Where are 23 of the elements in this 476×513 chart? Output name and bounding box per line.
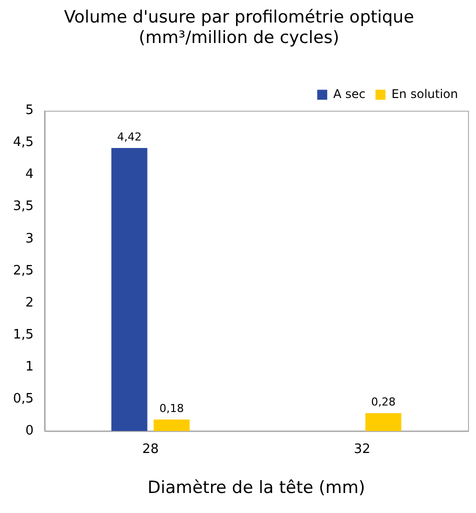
x-axis-title: Diamètre de la tête (mm) [148,478,366,498]
y-tick-label: 5 [25,103,34,118]
y-tick-label: 0,5 [12,391,34,406]
legend-label: En solution [391,86,458,101]
y-tick-label: 1 [25,359,34,374]
x-tick-label: 28 [142,442,159,458]
data-label: 4,42 [117,130,142,144]
y-tick-label: 4,5 [12,135,34,150]
y-tick-label: 1,5 [12,327,34,342]
chart-title: Volume d'usure par profilométrie optique (mm³/million de cycles) [64,8,414,48]
bar [154,419,190,431]
bar [111,148,148,431]
y-tick-label: 3,5 [12,199,34,214]
y-tick-label: 2 [25,295,34,310]
bar [365,413,402,431]
data-label: 0,28 [371,395,396,408]
y-tick-label: 3 [25,231,34,246]
y-tick-label: 4 [25,167,34,182]
y-tick-label: 0 [25,423,34,438]
legend-label: A sec [333,86,366,101]
data-label: 0,18 [159,402,184,415]
x-tick-label: 32 [354,442,370,458]
y-tick-label: 2,5 [12,263,34,278]
